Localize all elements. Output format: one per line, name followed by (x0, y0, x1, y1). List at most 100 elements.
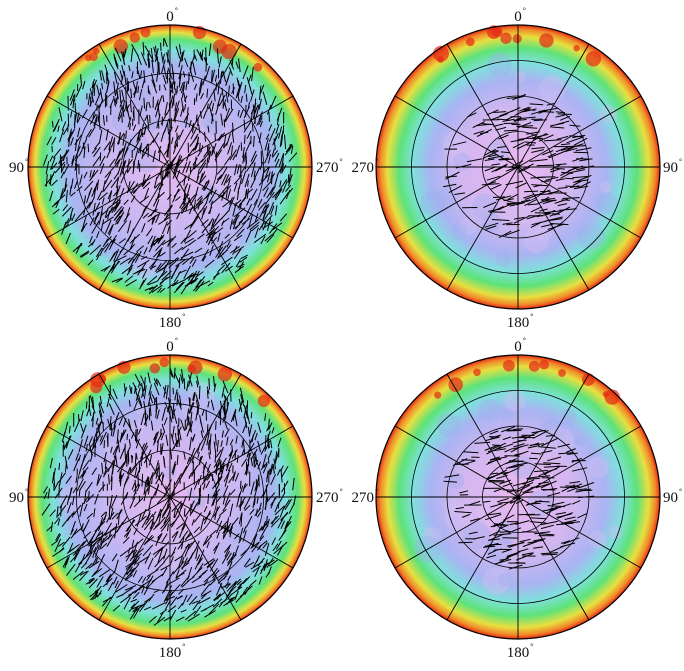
wind-vector (242, 586, 249, 594)
wind-vector (193, 605, 202, 617)
wind-vector (183, 229, 191, 243)
wind-vector (486, 109, 499, 116)
wind-vector (80, 424, 87, 439)
wind-vector (147, 214, 157, 223)
wind-vector (209, 107, 214, 122)
wind-vector (243, 405, 248, 419)
wind-vector (150, 515, 155, 531)
wind-vector (495, 195, 512, 201)
wind-vector (153, 397, 156, 405)
wind-vector (173, 159, 180, 172)
wind-vector (197, 168, 200, 179)
wind-vector (222, 485, 229, 498)
wind-vector (81, 470, 85, 478)
wind-vector (160, 133, 164, 142)
wind-vector (237, 577, 248, 589)
wind-vector (225, 585, 237, 598)
wind-vector (498, 479, 511, 485)
wind-vector (78, 149, 83, 157)
wind-vector (153, 382, 160, 396)
wind-vector (251, 67, 254, 81)
texture-blotch (137, 457, 161, 482)
wind-vector (86, 512, 94, 520)
wind-vector (174, 554, 184, 562)
wind-vector (557, 120, 570, 125)
wind-vector (243, 404, 249, 419)
wind-vector (109, 416, 112, 430)
wind-vector (119, 468, 123, 477)
wind-vector (167, 122, 170, 135)
wind-vector (200, 583, 211, 596)
wind-vector (60, 171, 65, 179)
wind-vector (188, 374, 193, 387)
wind-vector (169, 257, 179, 265)
wind-vector (116, 158, 121, 168)
wind-vector (204, 131, 206, 142)
wind-vector (154, 555, 165, 568)
wind-vector (571, 500, 581, 505)
wind-vector (66, 563, 76, 576)
wind-vector (122, 51, 125, 64)
wind-vector (266, 186, 275, 199)
wind-vector (163, 548, 168, 560)
wind-vector (167, 577, 180, 586)
wind-vector (243, 558, 251, 567)
wind-vector (88, 126, 96, 138)
wind-vector (157, 533, 163, 541)
wind-vector (257, 461, 262, 470)
wind-vector (445, 175, 457, 178)
wind-vector (147, 481, 151, 495)
wind-vector (43, 491, 48, 500)
wind-vector (196, 375, 200, 385)
wind-vector (193, 158, 204, 170)
wind-vector (504, 229, 520, 237)
longitude-spoke (169, 43, 242, 168)
wind-vector (62, 204, 69, 212)
wind-vector (123, 70, 127, 84)
wind-vector (166, 479, 172, 490)
wind-vector (189, 447, 196, 462)
wind-vector (217, 186, 228, 198)
texture-blotch (204, 116, 224, 136)
wind-vector (93, 438, 97, 448)
wind-vector (198, 124, 201, 134)
wind-vector (190, 277, 199, 285)
wind-vector (211, 70, 213, 83)
wind-vector (512, 428, 524, 430)
wind-vector (133, 138, 141, 151)
wind-vector (505, 180, 524, 186)
wind-vector (125, 86, 127, 100)
wind-vector (231, 87, 236, 94)
wind-vector (119, 547, 132, 557)
wind-vector (572, 157, 584, 162)
wind-vector (265, 133, 270, 140)
wind-vector (184, 223, 193, 230)
wind-vector (100, 511, 107, 518)
wind-vector (233, 163, 238, 176)
wind-vector (214, 506, 218, 521)
wind-vector (64, 558, 68, 569)
wind-vector (529, 103, 544, 106)
wind-vector (141, 576, 147, 584)
wind-vector (98, 403, 103, 418)
wind-vector (244, 84, 247, 94)
wind-vector (250, 451, 256, 460)
wind-vector (507, 489, 516, 493)
wind-vector (555, 512, 566, 515)
wind-vector (115, 95, 119, 105)
wind-vector (213, 441, 217, 456)
degree-mark: ° (530, 312, 533, 321)
wind-vector (157, 146, 162, 154)
wind-vector (133, 106, 135, 121)
wind-vector (91, 405, 96, 414)
wind-vector (198, 87, 201, 96)
wind-vector (238, 496, 246, 508)
wind-vector (520, 199, 531, 203)
texture-blotch (481, 212, 502, 232)
wind-vector (513, 119, 527, 122)
wind-vector (210, 399, 215, 411)
wind-vector (173, 270, 182, 283)
wind-vector (240, 215, 246, 223)
wind-vector (158, 150, 161, 161)
wind-vector (70, 137, 74, 146)
